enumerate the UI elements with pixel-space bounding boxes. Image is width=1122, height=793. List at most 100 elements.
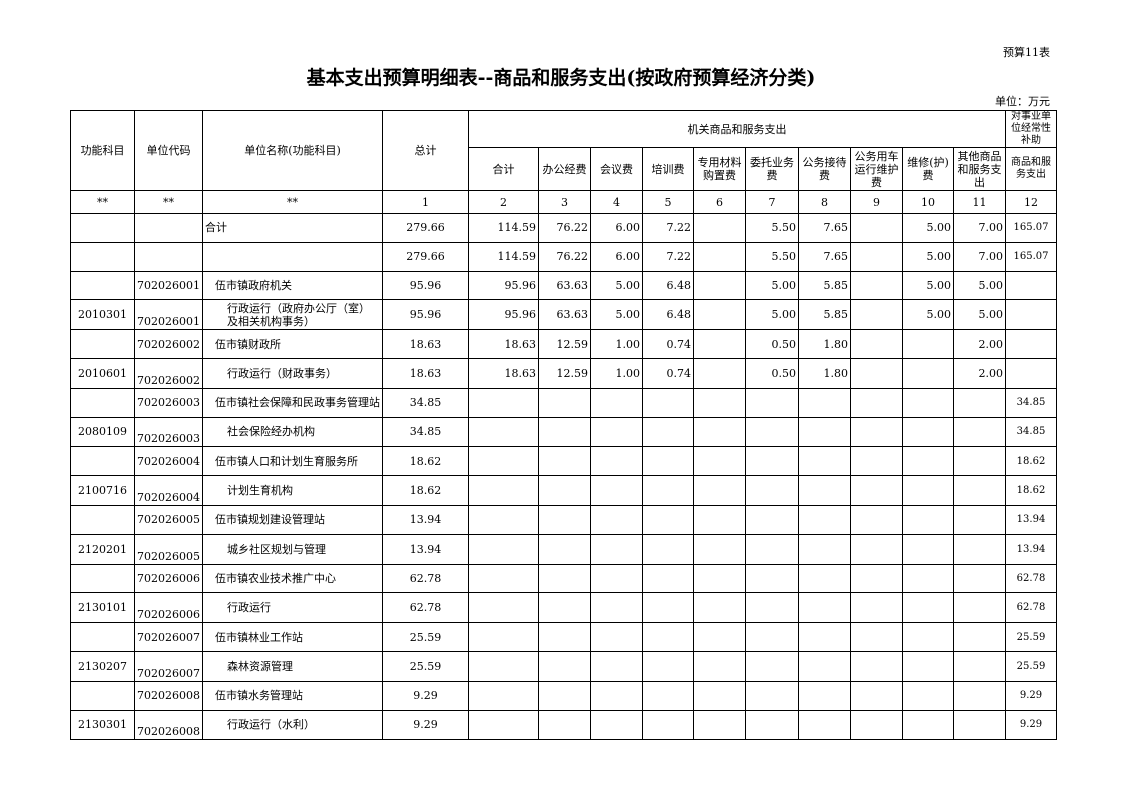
value-cell bbox=[693, 622, 746, 652]
func-code-cell: 2120201 bbox=[70, 533, 135, 565]
value-cell: 5.00 bbox=[902, 241, 954, 272]
value-cell bbox=[745, 622, 799, 652]
unit-code-cell: 702026004 bbox=[134, 446, 203, 477]
func-code-cell: 2130207 bbox=[70, 650, 135, 682]
value-cell: 62.78 bbox=[1005, 563, 1057, 594]
value-cell bbox=[642, 475, 694, 506]
value-cell bbox=[642, 446, 694, 477]
value-cell bbox=[953, 592, 1006, 624]
value-cell bbox=[798, 446, 851, 477]
value-cell: 13.94 bbox=[382, 533, 469, 565]
table-row: 2100716 702026004 计划生育机构 18.62 18.62 bbox=[70, 475, 1057, 506]
value-cell bbox=[798, 387, 851, 418]
value-cell bbox=[953, 680, 1006, 711]
value-cell bbox=[745, 592, 799, 624]
table-row: 702026002 伍市镇财政所 18.63 18.63 12.59 1.00 0.74 0.… bbox=[70, 329, 1057, 359]
index-cell: 8 bbox=[798, 190, 851, 214]
value-cell bbox=[693, 475, 746, 506]
func-code-cell: 2130101 bbox=[70, 592, 135, 624]
header-col-3: 办公经费 bbox=[538, 147, 591, 191]
value-cell: 5.00 bbox=[590, 299, 643, 331]
value-cell: 18.63 bbox=[468, 357, 539, 389]
value-cell bbox=[538, 446, 591, 477]
unit-code-cell bbox=[134, 213, 203, 243]
value-cell bbox=[798, 650, 851, 682]
value-cell: 95.96 bbox=[468, 270, 539, 301]
value-cell: 34.85 bbox=[1005, 416, 1057, 448]
value-cell bbox=[538, 680, 591, 711]
value-cell bbox=[590, 504, 643, 535]
header-group-subsidy: 对事业单位经常性补助 bbox=[1005, 110, 1057, 148]
value-cell: 5.00 bbox=[590, 270, 643, 301]
value-cell bbox=[693, 680, 746, 711]
value-cell bbox=[693, 592, 746, 624]
unit-name-cell: 伍市镇规划建设管理站 bbox=[202, 504, 383, 535]
value-cell bbox=[953, 504, 1006, 535]
value-cell bbox=[693, 563, 746, 594]
unit-code-cell: 702026008 bbox=[134, 709, 203, 741]
value-cell bbox=[850, 446, 903, 477]
unit-code-cell: 702026006 bbox=[134, 592, 203, 624]
table-row: 2130301 702026008 行政运行（水利） 9.29 9.29 bbox=[70, 709, 1057, 741]
value-cell: 18.63 bbox=[382, 329, 469, 359]
value-cell bbox=[902, 563, 954, 594]
value-cell bbox=[590, 650, 643, 682]
value-cell bbox=[850, 475, 903, 506]
value-cell bbox=[953, 387, 1006, 418]
value-cell bbox=[798, 416, 851, 448]
header-col-9: 公务用车运行维护费 bbox=[850, 147, 903, 191]
func-code-cell: 2130301 bbox=[70, 709, 135, 741]
value-cell bbox=[953, 446, 1006, 477]
value-cell bbox=[902, 504, 954, 535]
value-cell bbox=[693, 213, 746, 243]
func-code-cell bbox=[70, 387, 135, 418]
table-row: 702026005 伍市镇规划建设管理站 13.94 13.94 bbox=[70, 504, 1057, 535]
value-cell bbox=[745, 475, 799, 506]
value-cell bbox=[953, 709, 1006, 741]
value-cell: 6.00 bbox=[590, 241, 643, 272]
func-code-cell bbox=[70, 213, 135, 243]
value-cell: 0.74 bbox=[642, 329, 694, 359]
value-cell: 62.78 bbox=[382, 563, 469, 594]
value-cell: 13.94 bbox=[1005, 533, 1057, 565]
value-cell: 25.59 bbox=[382, 650, 469, 682]
value-cell: 34.85 bbox=[1005, 387, 1057, 418]
value-cell: 5.00 bbox=[745, 299, 799, 331]
value-cell: 9.29 bbox=[382, 680, 469, 711]
value-cell bbox=[745, 416, 799, 448]
header-func: 功能科目 bbox=[70, 110, 135, 191]
func-code-cell bbox=[70, 446, 135, 477]
index-cell: ** bbox=[134, 190, 203, 214]
unit-code-cell: 702026004 bbox=[134, 475, 203, 506]
value-cell bbox=[538, 592, 591, 624]
value-cell bbox=[850, 680, 903, 711]
value-cell: 6.00 bbox=[590, 213, 643, 243]
value-cell bbox=[693, 241, 746, 272]
unit-code-cell: 702026003 bbox=[134, 387, 203, 418]
index-cell: 5 bbox=[642, 190, 694, 214]
value-cell bbox=[642, 416, 694, 448]
value-cell bbox=[798, 533, 851, 565]
value-cell: 2.00 bbox=[953, 357, 1006, 389]
table-row: 2080109 702026003 社会保险经办机构 34.85 34.85 bbox=[70, 416, 1057, 448]
value-cell bbox=[590, 475, 643, 506]
index-cell: 3 bbox=[538, 190, 591, 214]
func-code-cell: 2010601 bbox=[70, 357, 135, 389]
value-cell bbox=[953, 622, 1006, 652]
value-cell bbox=[642, 709, 694, 741]
table-row: 2130101 702026006 行政运行 62.78 62.78 bbox=[70, 592, 1057, 624]
header-name: 单位名称(功能科目) bbox=[202, 110, 383, 191]
unit-name-cell: 伍市镇政府机关 bbox=[202, 270, 383, 301]
value-cell bbox=[538, 533, 591, 565]
value-cell: 34.85 bbox=[382, 387, 469, 418]
unit-name-cell: 伍市镇农业技术推广中心 bbox=[202, 563, 383, 594]
unit-name-cell: 伍市镇林业工作站 bbox=[202, 622, 383, 652]
value-cell bbox=[798, 622, 851, 652]
form-number: 预算11表 bbox=[1003, 46, 1050, 59]
value-cell bbox=[953, 563, 1006, 594]
value-cell bbox=[590, 387, 643, 418]
value-cell: 0.74 bbox=[642, 357, 694, 389]
value-cell: 5.85 bbox=[798, 299, 851, 331]
unit-code-cell: 702026002 bbox=[134, 357, 203, 389]
value-cell bbox=[642, 533, 694, 565]
